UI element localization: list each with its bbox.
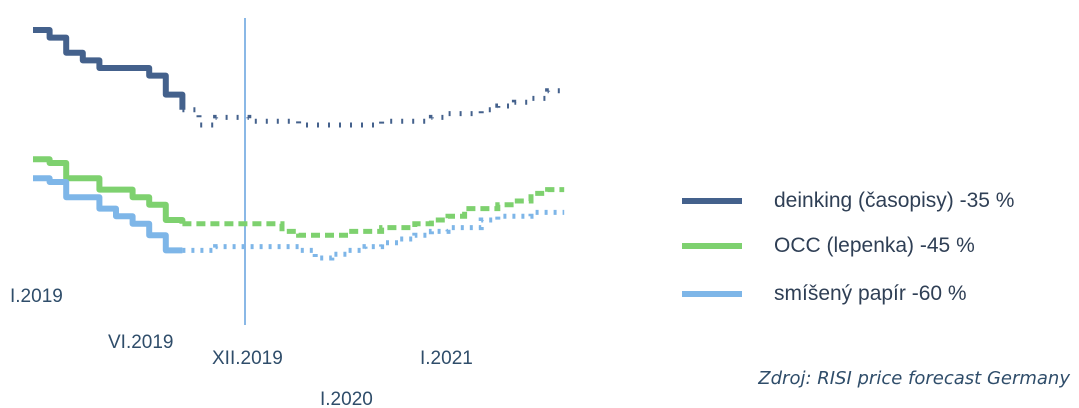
series-line-deinking-actual — [33, 27, 186, 110]
plot-area — [33, 18, 565, 325]
source-note: Zdroj: RISI price forecast Germany — [757, 368, 1070, 389]
legend-label-occ: OCC (lepenka) -45 % — [774, 234, 975, 257]
legend-label-mixed: smíšený papír -60 % — [774, 282, 967, 305]
x-tick-label: I.2019 — [10, 286, 63, 307]
legend: deinking (časopisy) -35 % OCC (lepenka) … — [682, 189, 1014, 305]
x-tick-label: XII.2019 — [212, 348, 283, 369]
series-line-mixed-forecast — [182, 209, 565, 261]
series-line-occ-forecast — [182, 187, 565, 238]
series-line-deinking-forecast — [182, 88, 565, 128]
x-tick-label: VI.2019 — [108, 332, 174, 353]
x-tick-label: I.2021 — [420, 348, 473, 369]
x-tick-label: I.2020 — [320, 389, 373, 408]
series-line-occ-actual — [33, 156, 186, 224]
legend-label-deinking: deinking (časopisy) -35 % — [774, 189, 1014, 212]
series-line-mixed-actual — [33, 175, 183, 254]
